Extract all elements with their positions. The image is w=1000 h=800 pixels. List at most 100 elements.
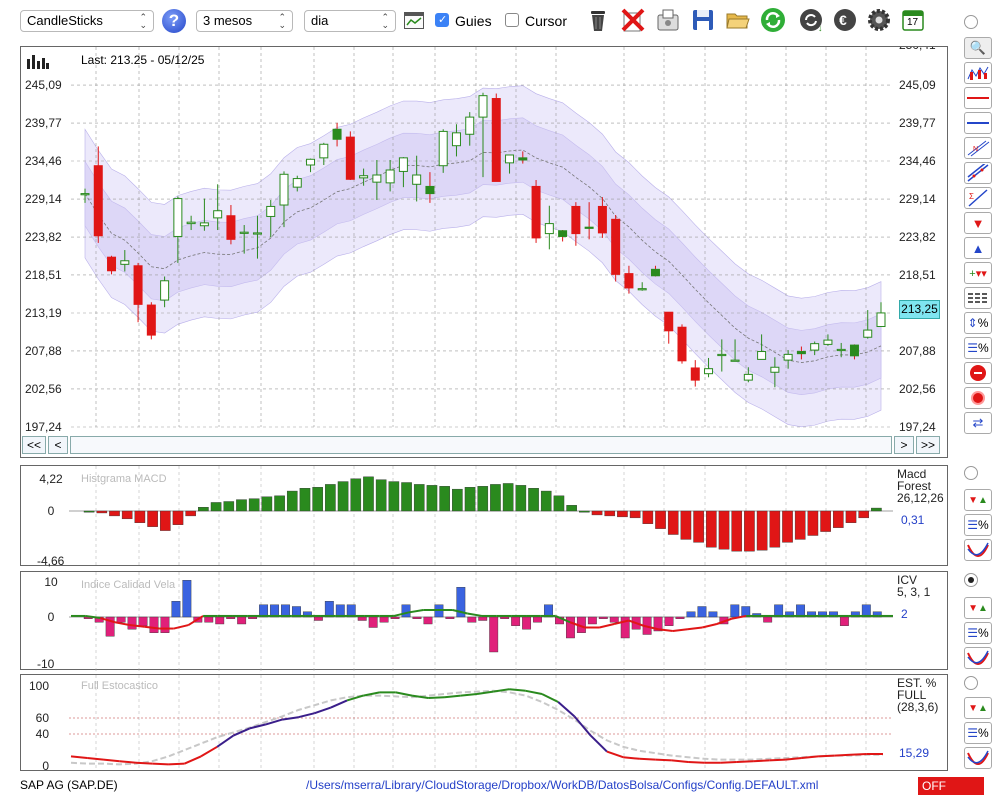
candle-body	[173, 198, 183, 237]
candle-body	[279, 173, 289, 206]
outer-band	[84, 85, 882, 428]
delete-icon[interactable]	[620, 7, 646, 33]
guides-checkbox[interactable]	[435, 13, 449, 27]
chart-type-select[interactable]: CandleSticks ⌃ ⌄	[20, 10, 154, 32]
histogram-bar	[653, 616, 663, 632]
histogram-bar	[83, 510, 95, 513]
y-tick-label: 4,22	[39, 472, 63, 486]
histogram-bar	[769, 510, 781, 548]
red-line-icon	[967, 97, 989, 99]
panel-title: Indice Calidad Vela	[81, 579, 176, 591]
macd-signals-button[interactable]: ▼▲	[964, 489, 992, 511]
stochastic-fast-segment	[850, 753, 867, 756]
panel-radio-3[interactable]	[964, 573, 978, 587]
percent-lines-button[interactable]: ☰%	[964, 337, 992, 359]
refresh-icon[interactable]	[760, 7, 786, 33]
percent-range-button[interactable]: ⇕%	[964, 312, 992, 334]
y-tick-label: 40	[36, 727, 50, 741]
price-panel[interactable]: 245,09 245,09 239,77 239,77 234,46 234,46 229,…	[20, 46, 948, 458]
histogram-bar	[718, 510, 730, 550]
stochastic-fast-segment	[817, 754, 835, 758]
channel-button[interactable]: N	[964, 137, 992, 159]
help-button[interactable]: ?	[162, 9, 186, 33]
display-icon[interactable]	[404, 12, 424, 29]
candle-body	[518, 157, 528, 161]
nav-prev-label: <	[54, 438, 62, 452]
stochastic-fast-segment	[769, 758, 786, 762]
nav-last-button[interactable]: >>	[916, 436, 940, 454]
histogram-bar	[782, 510, 793, 543]
histogram-bar	[171, 601, 181, 618]
nav-prev-button[interactable]: <	[48, 436, 68, 454]
candles-view-button[interactable]	[964, 62, 992, 84]
stochastic-panel[interactable]: 100 60 40 0 Full Estocastico EST. % FULL (28,3,…	[20, 674, 948, 772]
y-tick-left: 234,46	[25, 154, 62, 168]
icv-cross-button[interactable]	[964, 647, 992, 669]
signals-button[interactable]: +▾▾	[964, 262, 992, 284]
histogram-bar	[204, 616, 214, 623]
update-icon[interactable]: ↓	[798, 7, 824, 33]
macd-cross-button[interactable]	[964, 539, 992, 561]
stochastic-fast-segment	[493, 688, 510, 693]
y-tick-right: 202,56	[899, 382, 936, 396]
euro-icon[interactable]: €	[832, 7, 858, 33]
icv-line-segment	[187, 615, 204, 626]
macd-lines-button[interactable]: ☰%	[964, 514, 992, 536]
stoch-cross-button[interactable]	[964, 747, 992, 769]
icv-panel[interactable]: 10 0 -10 Indice Calidad Vela ICV 5, 3, 1 2	[20, 571, 948, 671]
icv-line-segment	[452, 609, 468, 615]
zoom-button[interactable]: 🔍	[964, 37, 992, 59]
grid-lines-button[interactable]	[964, 287, 992, 309]
settings-icon[interactable]	[866, 7, 892, 33]
histogram-bar	[478, 616, 488, 621]
down-up-arrows-icon: ▼▲	[968, 602, 988, 614]
fibonacci-button[interactable]: Σ	[964, 187, 992, 209]
interval-select[interactable]: dia ⌃ ⌄	[304, 10, 396, 32]
date-scrollbar[interactable]	[70, 436, 892, 454]
y-tick-left: 207,88	[25, 344, 62, 358]
histogram-bar	[223, 501, 235, 512]
macd-panel[interactable]: 4,22 0 -4,66 Histgrama MACD Macd Forest 26,12,…	[20, 465, 948, 567]
nav-first-button[interactable]: <<	[22, 436, 46, 454]
nav-next-button[interactable]: >	[894, 436, 914, 454]
open-folder-icon[interactable]	[725, 7, 751, 33]
save-as-icon[interactable]	[655, 7, 681, 33]
calendar-icon[interactable]: 17	[900, 7, 926, 33]
svg-text:Σ: Σ	[969, 192, 974, 201]
stop-button[interactable]	[964, 362, 992, 384]
candle-body	[465, 116, 475, 135]
histogram-bar	[302, 611, 312, 618]
candle-body	[306, 158, 316, 166]
down-arrow-button[interactable]: ▼	[964, 212, 992, 234]
save-icon[interactable]	[690, 7, 716, 33]
y-tick-right: 229,14	[899, 192, 936, 206]
histogram-bar	[528, 488, 539, 512]
icv-signals-button[interactable]: ▼▲	[964, 597, 992, 619]
stoch-signals-button[interactable]: ▼▲	[964, 697, 992, 719]
histogram-bar	[706, 510, 717, 548]
trendline-button[interactable]	[964, 162, 992, 184]
stoch-lines-button[interactable]: ☰%	[964, 722, 992, 744]
config-path-link[interactable]: /Users/mserra/Library/CloudStorage/Dropb…	[306, 778, 819, 792]
panel-radio-4[interactable]	[964, 676, 978, 690]
histogram-bar	[299, 488, 311, 512]
record-button[interactable]	[964, 387, 992, 409]
status-off-badge[interactable]: OFF	[918, 777, 984, 795]
swap-button[interactable]: ⇄	[964, 412, 992, 434]
cursor-checkbox[interactable]	[505, 13, 519, 27]
volume-bars-icon[interactable]	[27, 55, 49, 69]
fibonacci-icon: Σ	[968, 189, 988, 207]
histogram-bar	[467, 616, 477, 623]
histogram-bar	[147, 510, 158, 527]
period-select[interactable]: 3 mesos ⌃ ⌄	[196, 10, 293, 32]
horizontal-line-blue-button[interactable]	[964, 112, 992, 134]
horizontal-line-red-button[interactable]	[964, 87, 992, 109]
trash-icon[interactable]	[585, 7, 611, 33]
histogram-bar	[675, 616, 685, 619]
stochastic-slow-line	[70, 689, 883, 766]
icv-lines-button[interactable]: ☰%	[964, 622, 992, 644]
panel-radio-2[interactable]	[964, 466, 978, 480]
up-arrow-button[interactable]: ▲	[964, 237, 992, 259]
candle-body	[372, 174, 382, 183]
panel-radio-1[interactable]	[964, 15, 978, 29]
